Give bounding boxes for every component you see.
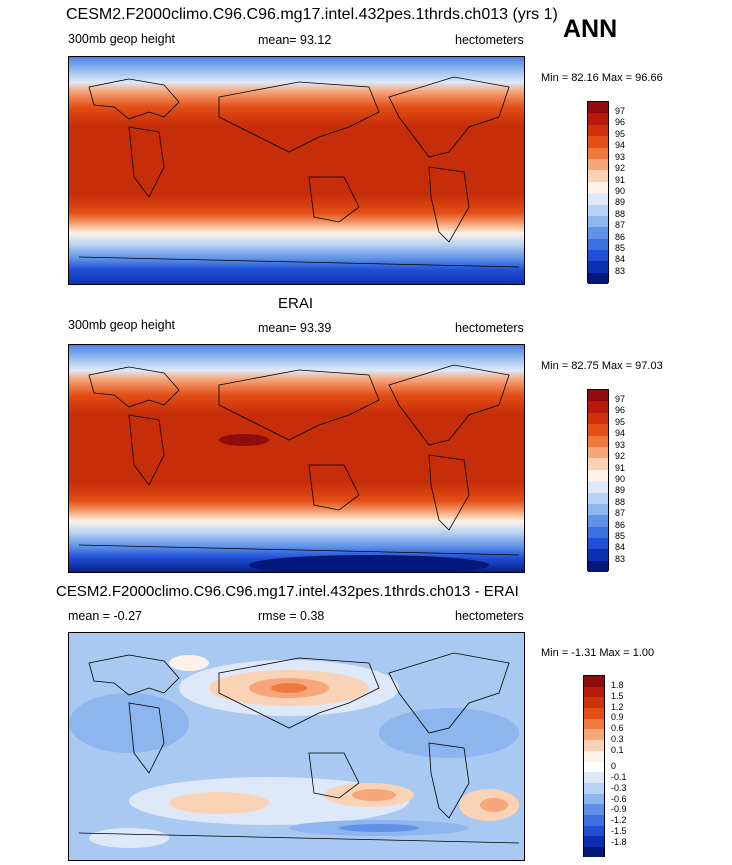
panel3-contour-plot — [69, 633, 524, 860]
panel2-mean-label: mean= 93.39 — [258, 321, 332, 335]
panel1-level-label: 89 — [615, 197, 626, 207]
panel3-level-label: -0.3 — [611, 783, 627, 793]
panel1-contour-plot — [69, 57, 524, 284]
panel3-level-label: 0.3 — [611, 734, 624, 744]
panel2-variable-label: 300mb geop height — [68, 318, 176, 332]
panel2-level-label: 89 — [615, 485, 626, 495]
panel2-map — [68, 344, 525, 573]
panel1-level-label: 90 — [615, 186, 626, 196]
panel1-variable-label: 300mb geop height — [68, 32, 176, 46]
panel1-coastlines — [78, 76, 520, 268]
panel1-level-label: 95 — [615, 129, 626, 139]
panel1-level-label: 87 — [615, 220, 626, 230]
panel2-level-label: 93 — [615, 440, 626, 450]
panel2-level-label: 87 — [615, 508, 626, 518]
panel3-level-label: -1.5 — [611, 826, 627, 836]
panel2-max-region — [219, 434, 269, 446]
panel3-coastlines — [78, 652, 520, 844]
panel2-colorbar-labels: 97 96 95 94 93 92 91 90 89 88 87 86 85 8… — [615, 389, 645, 571]
panel2-contour-plot — [69, 345, 524, 572]
panel2-coastlines — [78, 364, 520, 556]
panel1-level-label: 88 — [615, 209, 626, 219]
panel3-level-label: 0.1 — [611, 745, 624, 755]
panel2-level-label: 85 — [615, 531, 626, 541]
panel1-level-label: 83 — [615, 266, 626, 276]
panel2-minmax-label: Min = 82.75 Max = 97.03 — [541, 360, 663, 372]
panel2-level-label: 86 — [615, 520, 626, 530]
panel3-colorbar — [583, 675, 605, 857]
panel1-map — [68, 56, 525, 285]
panel3-level-label: 0 — [611, 761, 617, 771]
panel3-level-label: -1.8 — [611, 837, 627, 847]
panel1-units-label: hectometers — [455, 33, 524, 47]
panel1-level-label: 85 — [615, 243, 626, 253]
panel3-units-label: hectometers — [455, 609, 524, 623]
panel1-level-label: 86 — [615, 232, 626, 242]
panel2-level-label: 91 — [615, 463, 626, 473]
panel2-units-label: hectometers — [455, 321, 524, 335]
panel2-level-label: 84 — [615, 542, 626, 552]
panel3-level-label: 0.6 — [611, 723, 624, 733]
panel1-colorbar — [587, 101, 609, 284]
panel1-level-label: 96 — [615, 117, 626, 127]
panel1-level-label: 97 — [615, 106, 626, 116]
panel3-title: CESM2.F2000climo.C96.C96.mg17.intel.432p… — [56, 583, 519, 600]
panel3-level-label: 1.8 — [611, 680, 624, 690]
panel2-level-label: 96 — [615, 405, 626, 415]
panel3-level-label: 0.9 — [611, 712, 624, 722]
panel1-level-label: 91 — [615, 175, 626, 185]
panel3-level-label: -0.1 — [611, 772, 627, 782]
panel2-level-label: 92 — [615, 451, 626, 461]
panel3-level-label: 1.5 — [611, 691, 624, 701]
panel3-rmse-label: rmse = 0.38 — [258, 609, 325, 623]
panel2-level-label: 83 — [615, 554, 626, 564]
panel1-level-label: 94 — [615, 140, 626, 150]
panel3-level-label: 1.2 — [611, 702, 624, 712]
panel1-level-label: 92 — [615, 163, 626, 173]
panel2-level-label: 94 — [615, 428, 626, 438]
panel3-mean-label: mean = -0.27 — [68, 609, 143, 623]
panel2-title: ERAI — [278, 295, 314, 312]
panel3-level-label: -0.6 — [611, 794, 627, 804]
panel2-min-region — [249, 555, 489, 572]
season-label: ANN — [563, 15, 618, 43]
panel3-level-label: -0.9 — [611, 804, 627, 814]
panel1-colorbar-labels: 97 96 95 94 93 92 91 90 89 88 87 86 85 8… — [615, 101, 645, 283]
panel1-level-label: 84 — [615, 254, 626, 264]
panel3-map — [68, 632, 525, 861]
panel3-colorbar-labels: 1.8 1.5 1.2 0.9 0.6 0.3 0.1 0 -0.1 -0.3 … — [611, 675, 641, 857]
panel2-level-label: 97 — [615, 394, 626, 404]
panel1-mean-label: mean= 93.12 — [258, 33, 332, 47]
panel2-level-label: 95 — [615, 417, 626, 427]
panel1-level-label: 93 — [615, 152, 626, 162]
panel2-level-label: 90 — [615, 474, 626, 484]
panel2-level-label: 88 — [615, 497, 626, 507]
top-title: CESM2.F2000climo.C96.C96.mg17.intel.432p… — [66, 6, 558, 23]
panel2-colorbar — [587, 389, 609, 572]
panel3-minmax-label: Min = -1.31 Max = 1.00 — [541, 647, 655, 659]
panel1-minmax-label: Min = 82.16 Max = 96.66 — [541, 72, 663, 84]
panel3-level-label: -1.2 — [611, 815, 627, 825]
